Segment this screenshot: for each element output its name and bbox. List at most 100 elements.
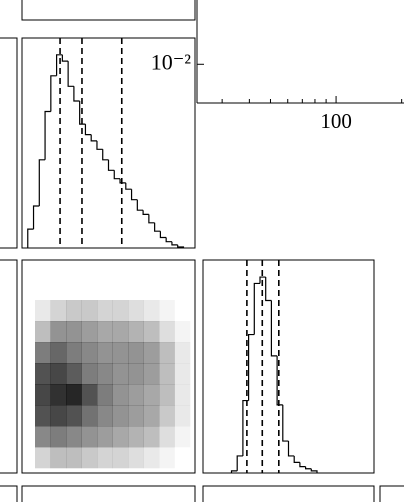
density-cell [50, 426, 67, 448]
panel-frame [202, 259, 375, 474]
histogram-step [310, 468, 318, 473]
histogram-step [107, 159, 115, 171]
histogram-step [61, 54, 69, 62]
density-cell [97, 426, 113, 448]
panel-frame [21, 0, 196, 21]
density-cell [159, 426, 175, 448]
density-cell [128, 426, 144, 448]
density-cell [81, 405, 98, 427]
histogram-step [159, 231, 167, 239]
density-cell [81, 342, 98, 364]
density-cell [143, 363, 160, 385]
histogram-step [113, 170, 121, 180]
density-cell [143, 300, 160, 322]
y-tick-label: 10⁻² [151, 49, 192, 74]
histogram-step [230, 470, 238, 473]
density-cell [35, 363, 51, 385]
density-cell [112, 405, 129, 427]
density-cell [97, 384, 113, 406]
histogram-step [259, 276, 266, 284]
density-cell [175, 300, 191, 321]
density-cell [159, 363, 175, 385]
density-cell [35, 342, 51, 364]
density-cell [81, 300, 98, 322]
histogram-step [248, 333, 255, 401]
histogram-step [148, 214, 155, 224]
density-cell [35, 300, 51, 322]
histogram-step [84, 124, 92, 136]
density-cell [97, 447, 113, 469]
histogram-step [171, 241, 178, 246]
density-cell [50, 300, 67, 322]
density-cell [174, 321, 191, 343]
panel-frame [21, 259, 196, 474]
density-cell [128, 363, 144, 385]
density-cell [174, 342, 191, 364]
density-cell [128, 447, 144, 469]
density-cell [174, 363, 191, 385]
density-cell [112, 363, 129, 385]
histogram-step [165, 237, 172, 243]
histogram-step [136, 199, 144, 211]
histogram-step [73, 86, 80, 102]
histogram-step [287, 441, 295, 457]
density-cell [143, 426, 160, 448]
histogram-step [44, 110, 51, 160]
histogram-step [242, 399, 249, 456]
density-cell [143, 384, 160, 406]
density-cell [175, 447, 191, 468]
histogram-step [50, 75, 57, 112]
density-cell [97, 363, 113, 385]
density-cell [66, 363, 82, 385]
histogram-step [90, 134, 97, 142]
histogram-step [32, 205, 40, 230]
density-cell [35, 384, 51, 406]
density-cell [50, 363, 67, 385]
density-cell [35, 321, 51, 343]
histogram-step [142, 210, 149, 215]
density-cell [174, 405, 191, 427]
density-cell [66, 300, 82, 322]
density-cell [159, 447, 175, 469]
density-cell [50, 342, 67, 364]
density-cell [97, 300, 113, 322]
density-cell [81, 426, 98, 448]
density-cell [112, 447, 129, 469]
histogram-step [305, 466, 312, 470]
density-cell [112, 384, 129, 406]
density-cell [143, 447, 160, 469]
histogram-step [56, 54, 63, 76]
density-cell [159, 405, 175, 427]
density-cell [174, 384, 191, 406]
histogram-step [79, 101, 86, 125]
density-cell [128, 384, 144, 406]
density-cell [50, 384, 67, 406]
density-cell [159, 384, 175, 406]
histogram-step [253, 282, 260, 335]
histogram-step [154, 222, 161, 232]
density-cell [50, 321, 67, 343]
density-cell [128, 300, 144, 322]
panel-frame [21, 485, 196, 502]
histogram-step [125, 182, 132, 190]
density-cell [128, 342, 144, 364]
panel-frame [202, 485, 375, 502]
density-cell [50, 405, 67, 427]
density-cell [159, 321, 175, 343]
histogram-step [293, 455, 300, 463]
density-cell [112, 321, 129, 343]
density-cell [112, 342, 129, 364]
histogram-step [265, 277, 272, 302]
density-cell [128, 405, 144, 427]
histogram-step [282, 404, 289, 442]
x-tick-label: 100 [320, 109, 352, 133]
density-cell [97, 405, 113, 427]
density-cell [143, 321, 160, 343]
density-cell [66, 426, 82, 448]
density-cell [66, 384, 82, 406]
density-cell [159, 342, 175, 364]
histogram-step [270, 300, 278, 357]
panel-frame [379, 485, 404, 502]
density-cell [81, 447, 98, 469]
